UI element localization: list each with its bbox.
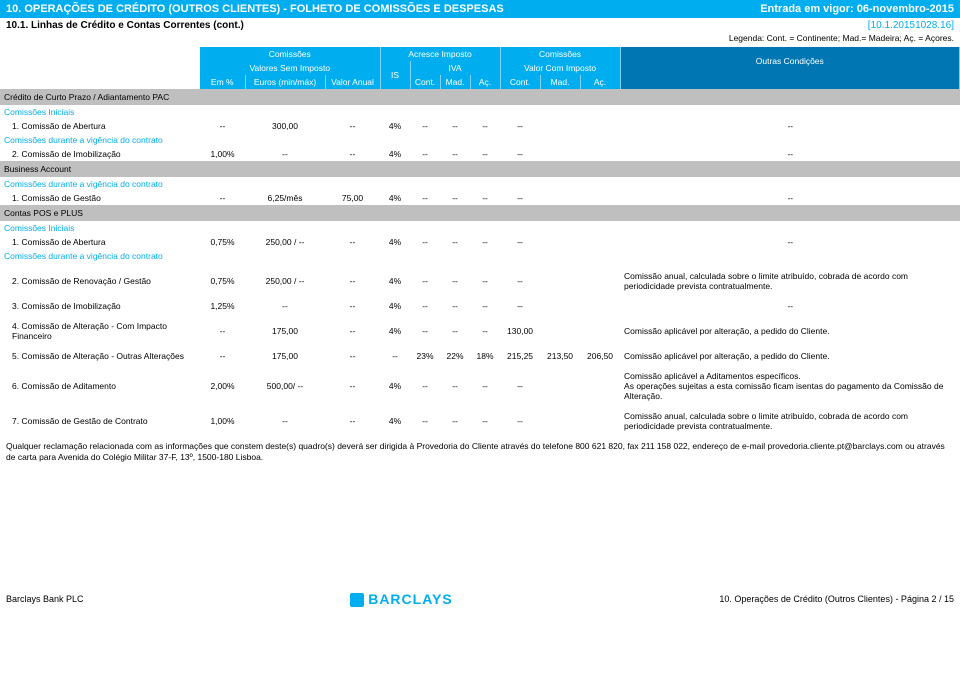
cat-vigencia-2: Comissões durante a vigência do contrato (0, 177, 960, 191)
footer-right: 10. Operações de Crédito (Outros Cliente… (719, 594, 954, 604)
section-business: Business Account (0, 161, 960, 177)
hdr-cont1: Cont. (410, 75, 440, 89)
cat-iniciais-1: Comissões Iniciais (0, 105, 960, 119)
row-imobilizacao-2: 3. Comissão de Imobilização 1,25%---- 4%… (0, 299, 960, 313)
row-alteracao-outras: 5. Comissão de Alteração - Outras Altera… (0, 349, 960, 363)
hdr-iva: IVA (410, 61, 500, 75)
header-effective: Entrada em vigor: 06-novembro-2015 (760, 3, 954, 15)
row-imobilizacao-1: 2. Comissão de Imobilização 1,00%---- 4%… (0, 147, 960, 161)
row-gestao: 1. Comissão de Gestão --6,25/mês75,00 4%… (0, 191, 960, 205)
table-header-row1: Comissões Acresce Imposto Comissões Outr… (0, 47, 960, 61)
hdr-valorcom: Valor Com Imposto (500, 61, 620, 75)
hdr-comissoes2: Comissões (500, 47, 620, 61)
table-header-row3: Em % Euros (min/máx) Valor Anual Cont. M… (0, 75, 960, 89)
cat-vigencia-1: Comissões durante a vigência do contrato (0, 133, 960, 147)
cat-iniciais-2: Comissões Iniciais (0, 221, 960, 235)
hdr-comissoes: Comissões (200, 47, 380, 61)
subheader: 10.1. Linhas de Crédito e Contas Corrent… (0, 18, 960, 33)
hdr-mad2: Mad. (540, 75, 580, 89)
hdr-pct: Em % (200, 75, 245, 89)
hdr-acresce: Acresce Imposto (380, 47, 500, 61)
hdr-ac2: Aç. (580, 75, 620, 89)
subheader-title: 10.1. Linhas de Crédito e Contas Corrent… (6, 20, 244, 31)
row-alteracao-financeiro: 4. Comissão de Alteração - Com Impacto F… (0, 319, 960, 343)
header-title: 10. OPERAÇÕES DE CRÉDITO (OUTROS CLIENTE… (6, 3, 504, 15)
row-abertura-1: 1. Comissão de Abertura --300,00-- 4%---… (0, 119, 960, 133)
hdr-ac1: Aç. (470, 75, 500, 89)
hdr-mad1: Mad. (440, 75, 470, 89)
footnote: Qualquer reclamação relacionada com as i… (0, 433, 960, 467)
footer: Barclays Bank PLC BARCLAYS 10. Operações… (0, 587, 960, 611)
hdr-cont2: Cont. (500, 75, 540, 89)
hdr-is: IS (380, 61, 410, 89)
barclays-eagle-icon (350, 593, 364, 607)
footer-left: Barclays Bank PLC (6, 594, 84, 604)
section-credito-curto: Crédito de Curto Prazo / Adiantamento PA… (0, 89, 960, 105)
row-abertura-2: 1. Comissão de Abertura 0,75%250,00 / --… (0, 235, 960, 249)
legend: Legenda: Cont. = Continente; Mad.= Madei… (0, 33, 960, 47)
subheader-code: [10.1.20151028.16] (868, 20, 954, 31)
cat-vigencia-3: Comissões durante a vigência do contrato (0, 249, 960, 263)
row-renovacao: 2. Comissão de Renovação / Gestão 0,75%2… (0, 269, 960, 293)
section-pos-plus: Contas POS e PLUS (0, 205, 960, 221)
header-bar: 10. OPERAÇÕES DE CRÉDITO (OUTROS CLIENTE… (0, 0, 960, 18)
hdr-va: Valor Anual (325, 75, 380, 89)
barclays-logo: BARCLAYS (350, 591, 453, 607)
hdr-eur: Euros (min/máx) (245, 75, 325, 89)
row-gestao-contrato: 7. Comissão de Gestão de Contrato 1,00%-… (0, 409, 960, 433)
fees-table: Comissões Acresce Imposto Comissões Outr… (0, 47, 960, 433)
hdr-outras: Outras Condições (620, 47, 959, 75)
row-aditamento: 6. Comissão de Aditamento 2,00%500,00/ -… (0, 369, 960, 403)
hdr-valores: Valores Sem Imposto (200, 61, 380, 75)
